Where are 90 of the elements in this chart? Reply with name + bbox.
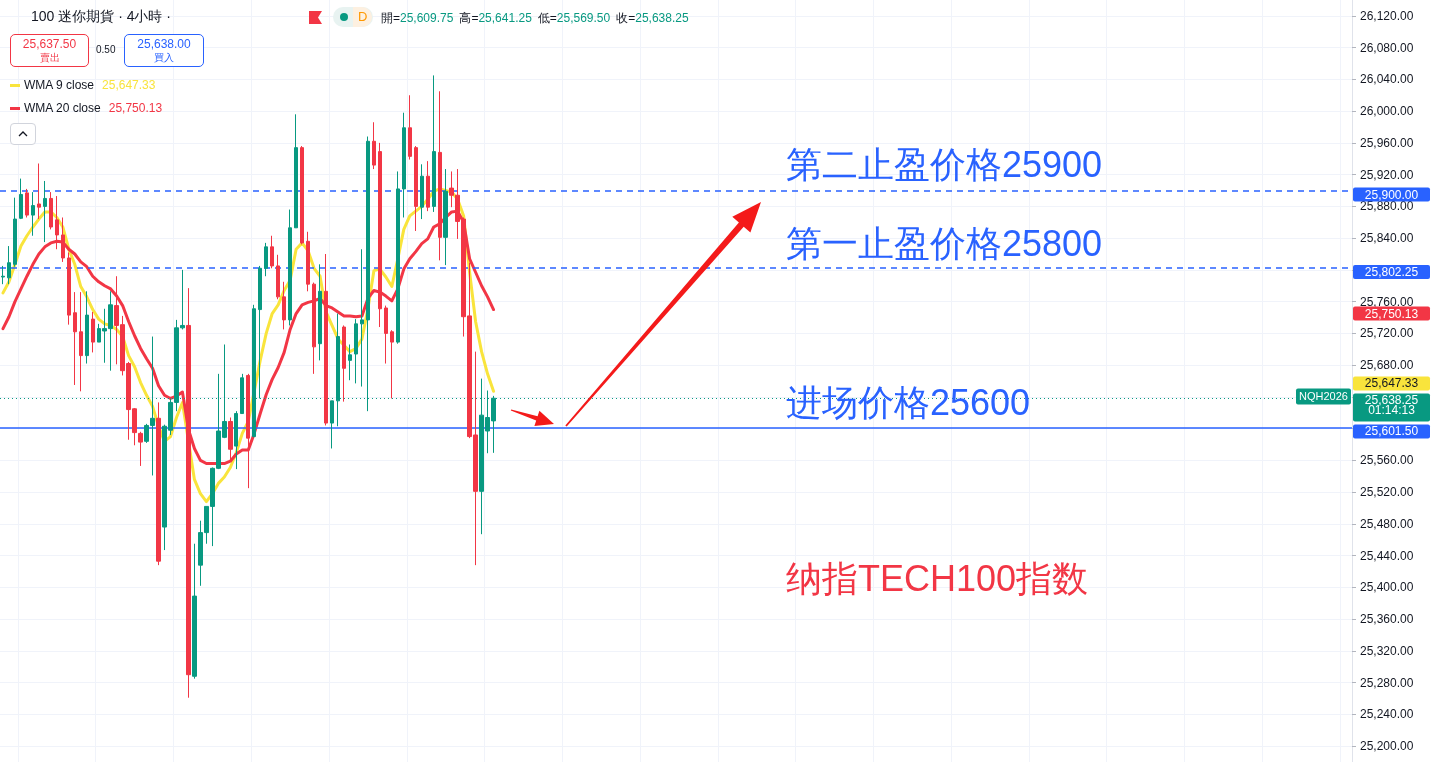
- y-tick-label: 25,560.00: [1360, 453, 1414, 468]
- candlestick: [138, 431, 143, 467]
- candlestick: [414, 145, 418, 232]
- candlestick: [192, 543, 197, 680]
- candlestick: [420, 163, 424, 220]
- ref-line-label: 25,802.25: [1364, 265, 1419, 280]
- annotation: 进场价格25600: [786, 382, 1031, 424]
- y-tick-label: 25,720.00: [1360, 326, 1414, 341]
- candlestick: [25, 188, 29, 218]
- annotation: 纳指TECH100指数: [786, 557, 1089, 599]
- candlestick: [408, 94, 412, 161]
- y-tick-label: 26,120.00: [1360, 8, 1414, 23]
- candlestick: [372, 121, 376, 170]
- y-tick-label: 25,240.00: [1360, 707, 1414, 722]
- candlestick: [354, 318, 358, 384]
- y-tick-label: 25,320.00: [1360, 643, 1414, 658]
- candlestick: [312, 282, 316, 375]
- candlestick: [61, 216, 65, 263]
- candlestick: [19, 178, 23, 220]
- candlestick: [156, 401, 161, 566]
- candlestick: [67, 251, 71, 326]
- candlestick: [342, 324, 346, 403]
- y-tick-label: 26,080.00: [1360, 40, 1414, 55]
- candlestick: [228, 417, 233, 461]
- annotation: 25,647.33: [102, 78, 156, 92]
- candlestick: [282, 281, 286, 330]
- text: 25,647.33: [1364, 376, 1419, 391]
- candlestick: [426, 160, 430, 212]
- y-tick-label: 26,040.00: [1360, 72, 1414, 87]
- candlestick: [37, 163, 41, 220]
- y-tick-label: 25,840.00: [1360, 231, 1414, 246]
- candlestick: [432, 74, 436, 213]
- candlestick: [294, 113, 298, 229]
- candlestick: [264, 242, 268, 277]
- candlestick: [318, 263, 322, 361]
- annotation: 25,638.00: [136, 37, 192, 51]
- legend-label: WMA 9 close: [24, 78, 95, 92]
- y-tick-label: 26,000.00: [1360, 104, 1414, 119]
- candlestick: [360, 248, 364, 388]
- annotation: 賣出: [38, 51, 61, 65]
- y-tick-label: 25,480.00: [1360, 516, 1414, 531]
- y-tick-label: 25,200.00: [1360, 739, 1414, 754]
- y-tick-label: 25,400.00: [1360, 580, 1414, 595]
- ref-line-label: 25,601.50: [1364, 424, 1419, 439]
- candlestick: [85, 290, 89, 365]
- candlestick: [270, 235, 274, 269]
- y-tick-label: 25,680.00: [1360, 358, 1414, 373]
- annotation: 買入: [153, 51, 175, 65]
- candlestick: [73, 291, 77, 386]
- y-tick-label: 25,360.00: [1360, 612, 1414, 627]
- annotation: 25,750.13: [108, 101, 163, 115]
- candlestick: [384, 305, 388, 365]
- candlestick: [49, 191, 53, 230]
- text: 100 迷你期貨 · 4小時 ·: [31, 8, 172, 26]
- candlestick: [402, 112, 406, 218]
- y-tick-label: 25,920.00: [1360, 167, 1414, 182]
- candlestick: [234, 410, 238, 470]
- candlestick: [43, 180, 47, 243]
- candlestick: [91, 311, 95, 353]
- candlestick: [390, 329, 394, 399]
- annotation: D: [353, 7, 373, 27]
- candlestick: [79, 291, 83, 392]
- y-tick-label: 25,880.00: [1360, 199, 1414, 214]
- ref-line-label: 25,900.00: [1364, 187, 1419, 202]
- candlestick: [348, 343, 352, 381]
- candlestick: [1, 265, 5, 285]
- text: 25,750.13: [1364, 306, 1419, 321]
- y-tick-label: 25,960.00: [1360, 135, 1414, 150]
- annotation: 25,637.50: [21, 37, 78, 51]
- annotation: 第一止盈价格25800: [786, 223, 1103, 265]
- candlestick: [288, 209, 292, 326]
- candlestick: [306, 231, 310, 292]
- candlestick: [443, 168, 448, 266]
- text: 開=25,609.75 高=25,641.25 低=25,569.50 收=25,638.25: [381, 11, 689, 25]
- candlestick: [276, 254, 280, 300]
- y-tick-label: 25,280.00: [1360, 675, 1414, 690]
- legend-label: WMA 20 close: [24, 101, 101, 115]
- annotation: NQH2026: [1299, 390, 1348, 403]
- candlestick: [31, 191, 35, 237]
- annotation: 第二止盈价格25900: [786, 144, 1103, 185]
- annotation: 0.50: [96, 44, 116, 55]
- candlestick: [7, 245, 11, 285]
- candlestick: [324, 253, 328, 426]
- candlestick: [258, 265, 262, 399]
- y-tick-label: 25,760.00: [1360, 294, 1414, 309]
- y-tick-label: 25,520.00: [1360, 485, 1414, 500]
- y-tick-label: 25,440.00: [1360, 548, 1414, 563]
- candlestick: [13, 197, 17, 268]
- candlestick: [300, 145, 304, 245]
- candlestick: [396, 170, 400, 345]
